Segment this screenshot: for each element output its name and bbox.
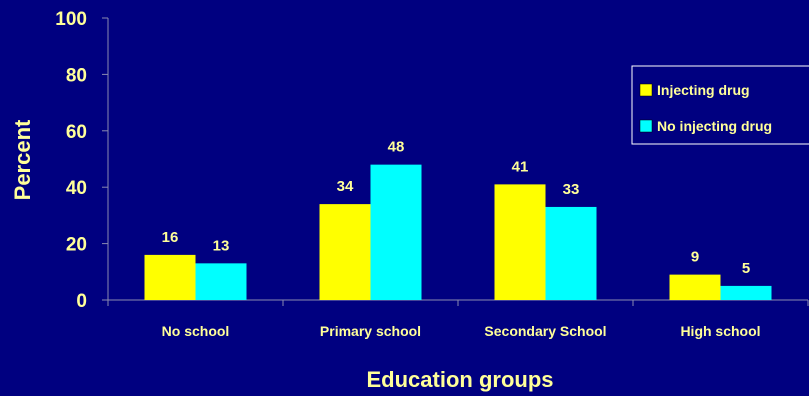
bar — [370, 164, 422, 300]
data-label: 5 — [742, 260, 750, 277]
bar — [144, 254, 196, 300]
bar — [195, 263, 247, 300]
data-labels: 16 34 41 9 13 48 33 5 — [162, 139, 751, 277]
legend-label-no-injecting: No injecting drug — [657, 118, 772, 134]
legend-swatch-no-injecting — [639, 119, 653, 133]
legend-swatch-injecting — [639, 83, 653, 97]
legend-label-injecting: Injecting drug — [657, 82, 750, 98]
y-tick-label: 60 — [66, 122, 87, 143]
data-label: 48 — [388, 139, 405, 156]
y-tick-label: 0 — [76, 291, 87, 312]
bar — [545, 206, 597, 300]
x-category-label: Primary school — [320, 323, 421, 339]
data-label: 16 — [162, 229, 179, 246]
data-label: 13 — [213, 237, 230, 254]
legend: Injecting drug No injecting drug — [631, 65, 809, 145]
data-label: 9 — [691, 249, 699, 266]
data-label: 41 — [512, 158, 529, 175]
y-axis: 0 20 40 60 80 100 — [55, 9, 109, 312]
data-label: 33 — [563, 181, 580, 198]
x-category-label: High school — [680, 323, 760, 339]
x-category-label: Secondary School — [484, 323, 606, 339]
bar — [669, 274, 721, 300]
x-axis: No school Primary school Secondary School H… — [107, 299, 809, 339]
x-category-label: No school — [162, 323, 230, 339]
x-axis-title: Education groups — [367, 367, 554, 392]
y-tick-label: 40 — [66, 178, 87, 199]
bar — [494, 184, 546, 300]
bar — [720, 285, 772, 300]
y-tick-label: 100 — [55, 9, 87, 30]
y-tick-label: 20 — [66, 235, 87, 256]
data-label: 34 — [337, 178, 354, 195]
bars — [144, 164, 772, 300]
legend-box — [631, 65, 809, 145]
y-tick-label: 80 — [66, 65, 87, 86]
bar — [319, 204, 371, 300]
y-axis-title: Percent — [10, 119, 35, 200]
